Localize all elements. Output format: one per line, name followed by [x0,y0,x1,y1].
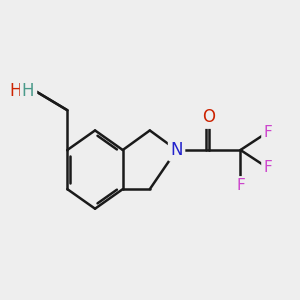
Text: H: H [22,82,34,100]
Text: N: N [170,141,183,159]
Text: F: F [263,124,272,140]
Text: F: F [236,178,245,194]
Text: HO: HO [9,82,35,100]
Text: O: O [202,108,215,126]
Text: F: F [263,160,272,175]
